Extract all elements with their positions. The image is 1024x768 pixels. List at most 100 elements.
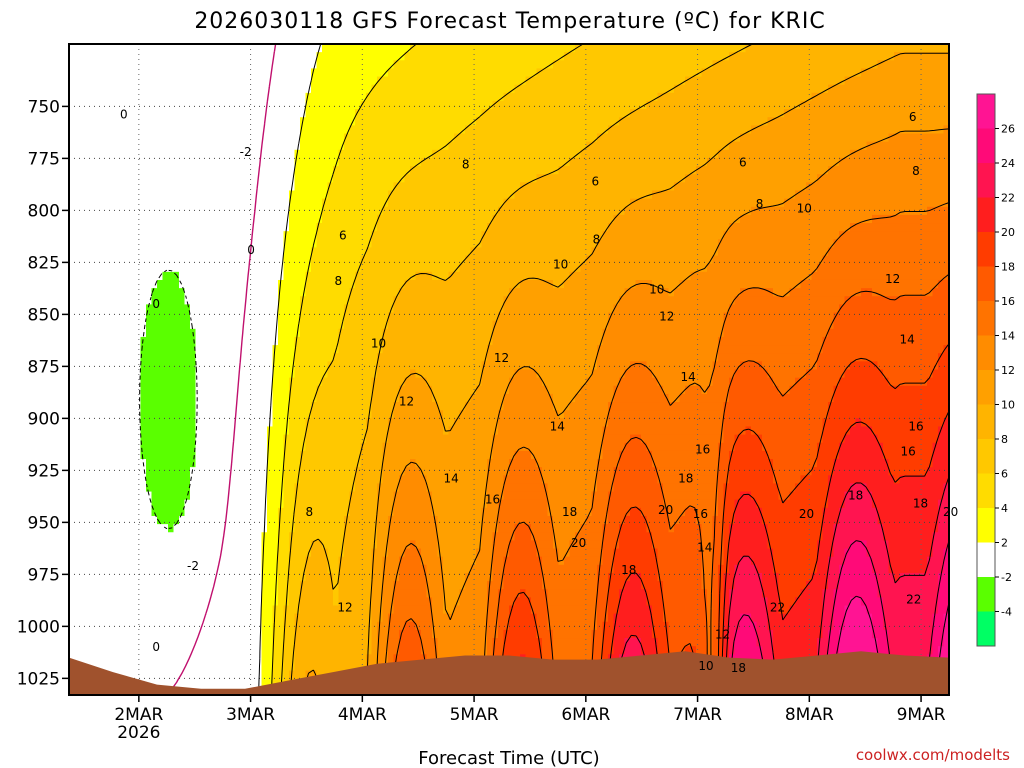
temp-cell [168,157,175,167]
temp-cell [278,638,285,647]
temp-cell [399,296,406,305]
temp-cell [393,190,400,200]
temp-cell [388,491,395,501]
temp-cell [124,68,131,78]
temp-cell [184,312,191,322]
temp-cell [327,336,334,346]
temp-cell [393,483,400,493]
temp-cell [118,589,125,598]
temp-cell [404,328,411,338]
temp-cell [179,328,186,338]
temp-cell [184,654,191,664]
temp-cell [344,92,351,102]
temp-cell [338,182,345,192]
temp-cell [245,84,252,94]
temp-cell [140,141,147,151]
temp-cell [349,532,356,541]
temp-cell [245,491,252,501]
temp-cell [278,589,285,598]
temp-cell [355,312,362,322]
temp-cell [217,426,224,436]
temp-cell [228,231,235,240]
temp-cell [278,296,285,305]
temp-cell [124,296,131,305]
temp-cell [349,605,356,615]
temp-cell [184,166,191,175]
temp-cell [206,450,213,460]
temp-cell [157,304,164,314]
temp-cell [234,483,241,493]
temp-cell [217,467,224,476]
temp-cell [377,507,384,517]
temp-cell [69,572,76,582]
temp-cell [404,597,411,607]
temp-cell [129,670,136,680]
temp-cell [349,442,356,452]
temp-cell [404,353,411,362]
temp-cell [157,507,164,517]
temp-cell [360,564,367,574]
temp-cell [69,605,76,615]
temp-cell [333,613,340,623]
temp-cell [283,166,290,175]
temp-cell [80,418,87,428]
temp-cell [404,223,411,232]
temp-cell [201,670,208,680]
temp-cell [300,491,307,501]
temp-cell [305,52,312,61]
temp-cell [129,296,136,305]
temp-cell [316,133,323,143]
temp-cell [179,361,186,371]
temp-cell [124,109,131,118]
temp-cell [322,157,329,167]
temp-cell [399,654,406,664]
temp-cell [223,499,230,509]
temp-cell [382,117,389,126]
temp-cell [118,263,125,273]
temp-cell [190,589,197,598]
temp-cell [410,231,417,240]
temp-cell [223,84,230,94]
temp-cell [267,174,274,183]
temp-cell [162,556,169,566]
temp-cell [195,157,202,167]
temp-cell [85,133,92,143]
temp-cell [399,426,406,436]
temp-cell [184,263,191,273]
temp-cell [267,320,274,330]
temp-cell [228,263,235,273]
temp-cell [399,442,406,452]
temp-cell [107,393,114,403]
temp-cell [338,507,345,517]
temp-cell [91,271,98,281]
temp-cell [129,442,136,452]
temp-cell [294,149,301,159]
temp-cell [300,410,307,419]
temp-cell [184,157,191,167]
temp-cell [239,646,246,655]
temp-cell [201,467,208,476]
temp-cell [239,263,246,273]
temp-cell [91,467,98,476]
temp-cell [228,166,235,175]
temp-cell [184,214,191,224]
temp-cell [393,385,400,395]
temp-cell [327,467,334,476]
temp-cell [404,60,411,70]
temp-cell [228,141,235,151]
temp-cell [294,133,301,143]
temp-cell [256,564,263,574]
temp-cell [278,442,285,452]
temp-cell [388,223,395,232]
temp-cell [349,499,356,509]
temp-cell [91,548,98,558]
temp-cell [173,475,180,485]
temp-cell [289,76,296,86]
temp-cell [234,662,241,672]
temp-cell [344,548,351,558]
temp-cell [96,369,103,379]
temp-cell [322,84,329,94]
temp-cell [267,328,274,338]
temp-cell [322,279,329,289]
temp-cell [393,206,400,216]
